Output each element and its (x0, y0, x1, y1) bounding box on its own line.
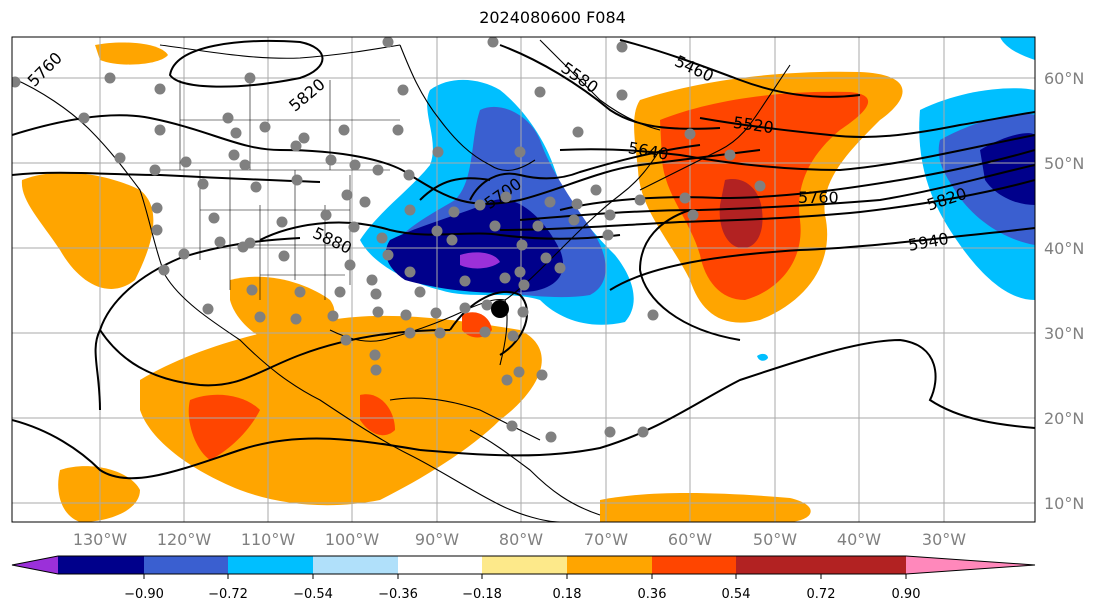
lat-label: 10°N (1044, 494, 1084, 513)
contour-label-5760-east: 5760 (798, 188, 839, 207)
latitude-axis: 60°N 50°N 40°N 30°N 20°N 10°N (1044, 69, 1084, 513)
colorbar-segment (821, 556, 906, 574)
colorbar: −0.90 −0.72 −0.54 −0.36 −0.18 0.18 0.36 … (11, 555, 1036, 602)
colorbar-ticks (143, 574, 907, 579)
lon-label: 120°W (157, 530, 212, 549)
lon-label: 50°W (753, 530, 797, 549)
anomaly-positive-alaska (95, 42, 168, 65)
lat-label: 30°N (1044, 324, 1084, 343)
colorbar-tick-label: −0.90 (124, 587, 164, 602)
lon-label: 100°W (325, 530, 380, 549)
lon-label: 70°W (584, 530, 628, 549)
lon-label: 90°W (415, 530, 459, 549)
lon-label: 30°W (922, 530, 966, 549)
station-markers (12, 37, 766, 443)
colorbar-tick-label: −0.18 (462, 587, 502, 602)
colorbar-tick-label: 0.18 (553, 587, 582, 602)
lon-label: 40°W (837, 530, 881, 549)
map-frame (11, 36, 1036, 523)
colorbar-segment (58, 556, 144, 574)
colorbar-segment (398, 556, 482, 574)
anomaly-positive-east-pacific (58, 466, 140, 522)
map-panel: 5760 5820 5580 5460 5520 5640 5700 5880 … (11, 36, 1036, 523)
lon-label: 130°W (73, 530, 128, 549)
anomaly-positive-south-atlantic (600, 493, 811, 522)
colorbar-segment (652, 556, 736, 574)
colorbar-tick-label: −0.36 (378, 587, 418, 602)
lat-label: 60°N (1044, 69, 1084, 88)
colorbar-segment (567, 556, 652, 574)
anomaly-positive-mexico (140, 315, 542, 506)
storm-center-marker (491, 300, 509, 318)
colorbar-extend-low (12, 556, 58, 574)
anomaly-very-strong-negative-atlantic-east (980, 133, 1035, 205)
anomaly-negative-small (757, 353, 768, 361)
lat-label: 20°N (1044, 409, 1084, 428)
colorbar-segment (144, 556, 228, 574)
anomaly-strong-caribbean (360, 394, 395, 436)
lon-label: 60°W (668, 530, 712, 549)
lon-label: 110°W (241, 530, 296, 549)
colorbar-tick-label: 0.90 (892, 587, 921, 602)
colorbar-segment (313, 556, 398, 574)
map-title: 2024080600 F084 (479, 8, 626, 27)
colorbar-tick-label: −0.54 (293, 587, 333, 602)
colorbar-segment (228, 556, 313, 574)
colorbar-segment (736, 556, 821, 574)
anomaly-positive-gulf (230, 276, 335, 345)
longitude-axis: 130°W 120°W 110°W 100°W 90°W 80°W 70°W 6… (73, 530, 966, 549)
anomaly-negative-greenland (1000, 37, 1035, 60)
anomaly-positive-west (21, 172, 154, 289)
lon-label: 80°W (499, 530, 543, 549)
lat-label: 40°N (1044, 239, 1084, 258)
colorbar-tick-label: −0.72 (208, 587, 248, 602)
colorbar-outline (11, 555, 1036, 575)
colorbar-tick-label: 0.36 (638, 587, 667, 602)
colorbar-tick-label: 0.72 (807, 587, 836, 602)
anomaly-negative-purple (460, 252, 500, 269)
colorbar-extend-high (906, 556, 1035, 574)
colorbar-tick-label: 0.54 (722, 587, 751, 602)
colorbar-segment (482, 556, 567, 574)
lat-label: 50°N (1044, 154, 1084, 173)
anomaly-strong-mexico (188, 394, 260, 460)
